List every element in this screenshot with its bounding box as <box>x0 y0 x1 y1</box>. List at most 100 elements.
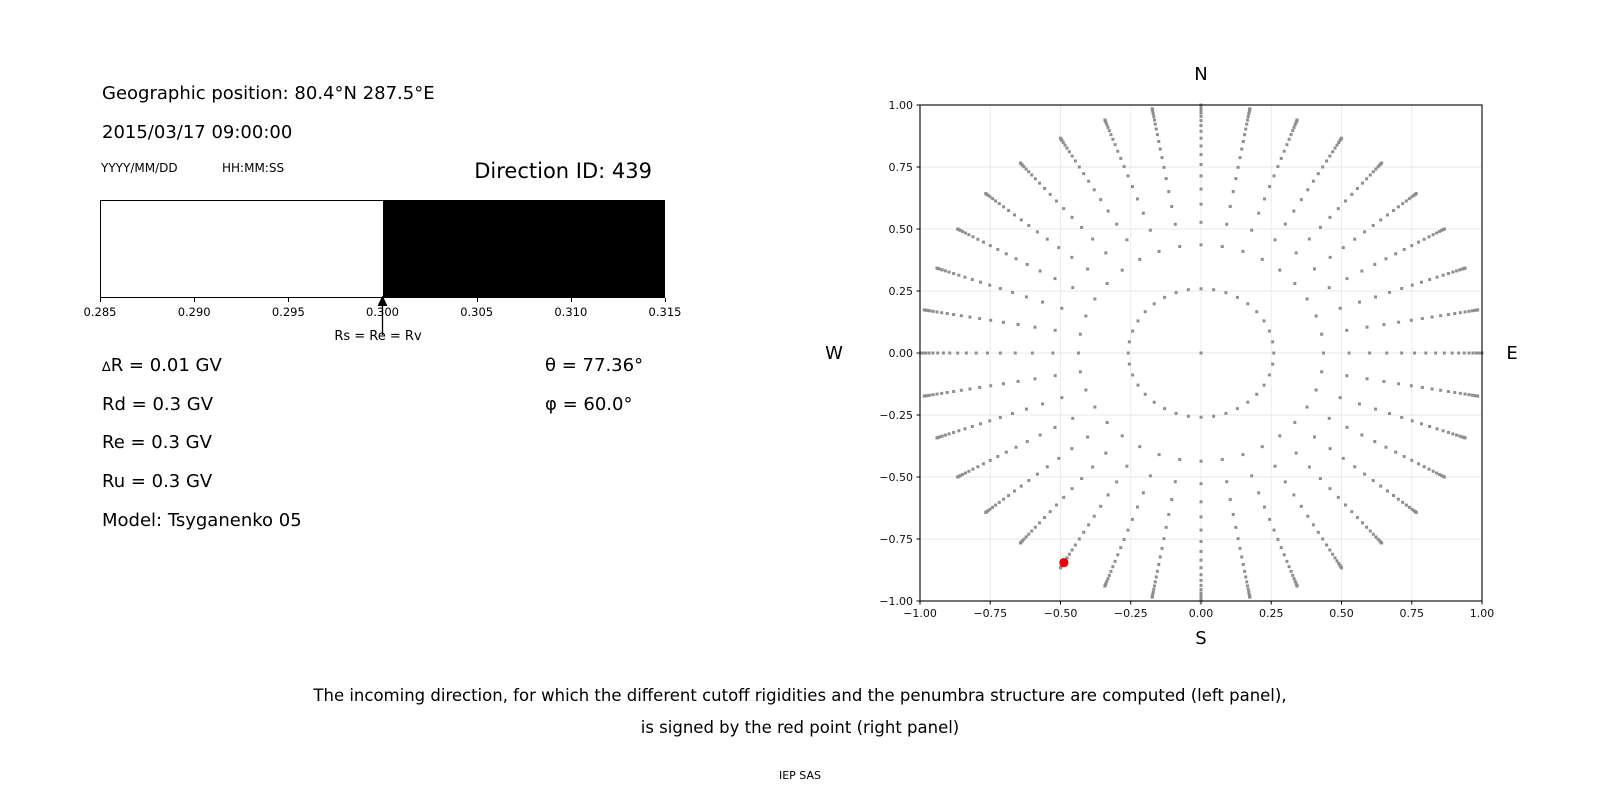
direction-dot <box>979 422 983 426</box>
direction-dot <box>1397 382 1401 386</box>
direction-dot <box>1365 525 1369 529</box>
direction-dot <box>1225 222 1229 226</box>
plot-content: −1.00 1.00 −0.75 0.75 −0.50 0.50 −0.25 0.25 0.00… <box>879 99 1494 620</box>
delta-r-value: R = 0.01 GV <box>110 355 222 376</box>
direction-dot <box>1400 287 1404 291</box>
plot-border <box>919 104 1483 602</box>
direction-dot <box>1078 370 1082 374</box>
direction-dot <box>988 507 992 511</box>
direction-dot <box>1350 510 1354 514</box>
direction-dot <box>1053 277 1057 281</box>
compass-north-label: N <box>1194 64 1207 85</box>
direction-dot <box>1368 351 1372 355</box>
direction-dot <box>1062 207 1066 211</box>
direction-dot <box>1338 396 1342 400</box>
direction-dot <box>1365 377 1369 381</box>
direction-dot <box>1299 198 1303 202</box>
direction-dot <box>928 393 932 397</box>
direction-dot <box>1126 174 1130 178</box>
direction-dot <box>1353 237 1357 241</box>
direction-dot <box>1167 190 1171 194</box>
direction-dot <box>1199 243 1203 247</box>
direction-dot <box>1092 514 1096 518</box>
compass-west-label: W <box>825 343 843 364</box>
direction-dot <box>1148 228 1152 232</box>
direction-dot <box>1199 136 1203 140</box>
direction-dot <box>1376 537 1380 541</box>
direction-dot <box>1078 332 1082 336</box>
direction-dot <box>1271 362 1275 366</box>
bar-tick-label: 0.310 <box>554 305 588 319</box>
direction-dot <box>1283 480 1287 484</box>
delta-r-row: ∆R = 0.01 GV <box>102 357 222 375</box>
direction-dot <box>959 314 963 318</box>
direction-dot <box>927 351 931 355</box>
direction-dot <box>1199 573 1203 577</box>
direction-dot <box>1093 297 1097 301</box>
direction-dot <box>1027 223 1031 227</box>
direction-dot <box>1262 319 1266 323</box>
direction-dot <box>936 351 940 355</box>
direction-dot <box>1048 510 1052 514</box>
penumbra-segment <box>101 201 383 297</box>
direction-dot <box>935 392 939 396</box>
direction-dot <box>1305 405 1309 409</box>
direction-dot <box>988 458 992 462</box>
direction-dot <box>1103 584 1107 588</box>
figure-caption: The incoming direction, for which the di… <box>5 687 1595 736</box>
direction-dot <box>1067 150 1071 154</box>
direction-dot <box>1071 286 1075 290</box>
direction-dot <box>1199 114 1203 118</box>
direction-dot <box>1441 429 1445 433</box>
direction-dot <box>1002 497 1006 501</box>
direction-dot <box>1045 237 1049 241</box>
direction-dot <box>1073 159 1077 163</box>
direction-dot <box>1035 230 1039 234</box>
direction-dot <box>1360 269 1364 273</box>
direction-dot <box>1340 566 1343 570</box>
direction-dot <box>1038 269 1042 273</box>
direction-dot <box>1048 192 1052 196</box>
direction-dot <box>1345 425 1349 429</box>
direction-dot <box>1442 227 1446 231</box>
direction-dot <box>1152 587 1156 591</box>
direction-dot <box>1157 139 1161 143</box>
direction-dot <box>984 510 988 514</box>
direction-dot <box>1199 578 1203 582</box>
direction-dot <box>1413 351 1417 355</box>
direction-dot <box>1136 383 1140 387</box>
direction-dot <box>1321 537 1325 541</box>
direction-dot <box>1004 252 1008 256</box>
direction-dot <box>1235 295 1239 299</box>
direction-dot <box>1104 251 1108 255</box>
direction-dot <box>1220 457 1224 461</box>
direction-dot <box>996 247 1000 251</box>
direction-dot <box>1076 351 1080 355</box>
direction-dot <box>1283 222 1287 226</box>
direction-dot <box>1430 315 1434 319</box>
compass-east-label: E <box>1506 343 1517 364</box>
direction-dot <box>1238 546 1242 550</box>
direction-dot <box>1343 199 1347 203</box>
direction-dot <box>988 419 992 423</box>
direction-dot <box>935 266 939 270</box>
direction-dot <box>1152 302 1156 306</box>
direction-dot <box>1268 185 1272 189</box>
direction-dot <box>1033 325 1037 329</box>
direction-dot <box>1224 291 1228 295</box>
direction-dot <box>1328 447 1332 451</box>
direction-dot <box>998 351 1002 355</box>
direction-dot <box>1122 537 1126 541</box>
direction-dot <box>1138 257 1142 261</box>
direction-dot <box>1051 351 1055 355</box>
direction-dot <box>1007 208 1011 212</box>
bar-tick-mark <box>100 298 101 302</box>
direction-dot <box>1082 530 1086 534</box>
direction-dot <box>961 229 965 233</box>
direction-dot <box>925 394 929 398</box>
direction-dot <box>1337 141 1341 145</box>
direction-dot <box>1243 569 1247 573</box>
direction-dot <box>1307 237 1311 241</box>
direction-dot <box>945 390 949 394</box>
direction-dot <box>1199 111 1203 115</box>
